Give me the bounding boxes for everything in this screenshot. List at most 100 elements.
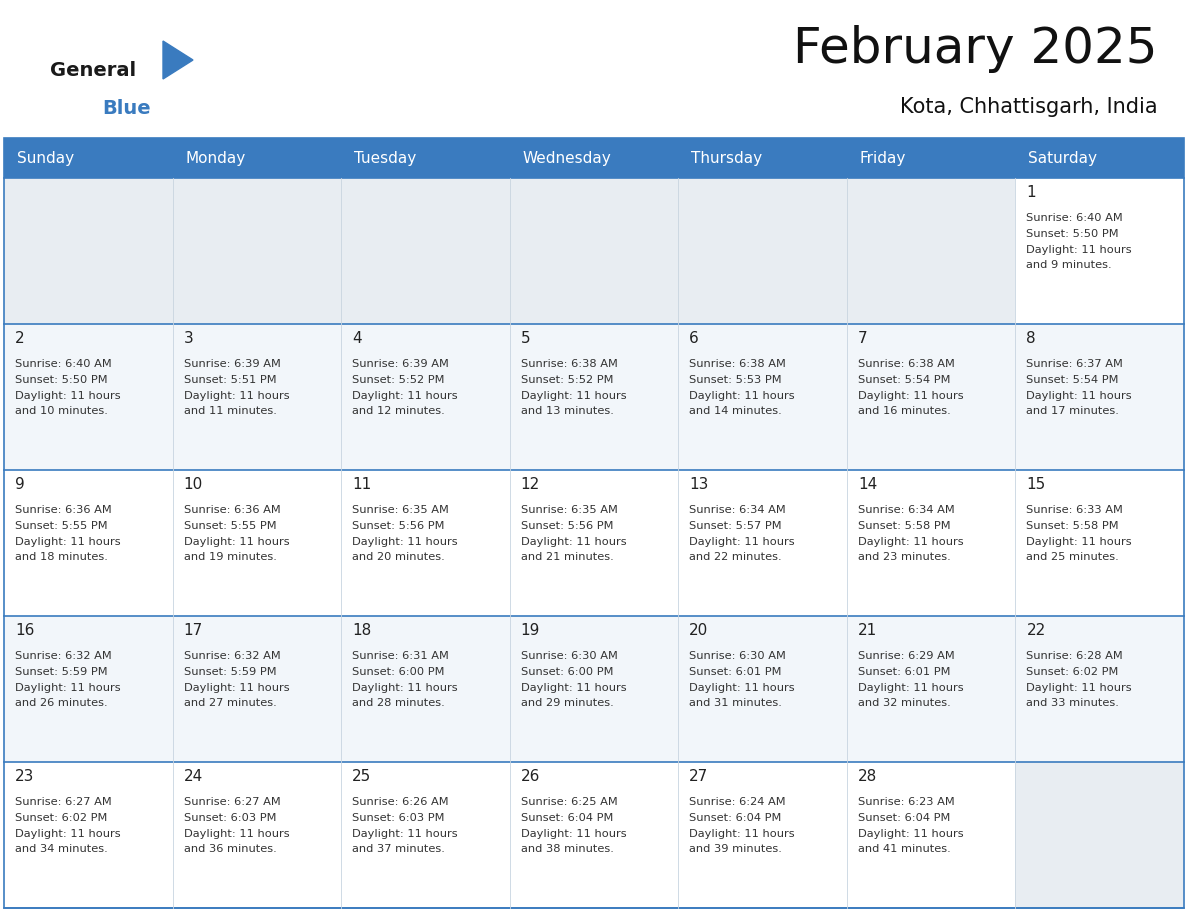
Bar	[4, 178, 172, 324]
Text: 10: 10	[184, 477, 203, 492]
Text: Daylight: 11 hours: Daylight: 11 hours	[1026, 244, 1132, 254]
Text: Sunday: Sunday	[17, 151, 74, 165]
Text: 15: 15	[1026, 477, 1045, 492]
Text: Daylight: 11 hours: Daylight: 11 hours	[15, 390, 121, 400]
Text: 17: 17	[184, 623, 203, 638]
Text: Monday: Monday	[185, 151, 246, 165]
Text: Sunset: 6:04 PM: Sunset: 6:04 PM	[689, 812, 782, 823]
Text: Daylight: 11 hours: Daylight: 11 hours	[858, 537, 963, 546]
Text: 9: 9	[15, 477, 25, 492]
Text: Sunrise: 6:33 AM: Sunrise: 6:33 AM	[1026, 505, 1124, 515]
Bar	[341, 178, 510, 324]
Text: Kota, Chhattisgarh, India: Kota, Chhattisgarh, India	[901, 97, 1158, 117]
Text: and 19 minutes.: and 19 minutes.	[184, 553, 277, 563]
Text: Sunrise: 6:39 AM: Sunrise: 6:39 AM	[184, 359, 280, 369]
Text: Daylight: 11 hours: Daylight: 11 hours	[858, 829, 963, 839]
Text: 5: 5	[520, 331, 530, 346]
Bar	[1016, 178, 1184, 324]
Text: Daylight: 11 hours: Daylight: 11 hours	[858, 390, 963, 400]
Text: 4: 4	[352, 331, 362, 346]
Text: and 12 minutes.: and 12 minutes.	[352, 407, 444, 417]
Text: Sunrise: 6:38 AM: Sunrise: 6:38 AM	[858, 359, 955, 369]
Text: 28: 28	[858, 769, 877, 784]
Bar	[341, 470, 510, 616]
Bar	[4, 138, 172, 178]
Text: Sunrise: 6:28 AM: Sunrise: 6:28 AM	[1026, 651, 1123, 661]
Text: Sunset: 5:54 PM: Sunset: 5:54 PM	[1026, 375, 1119, 385]
Bar	[678, 762, 847, 908]
Text: Daylight: 11 hours: Daylight: 11 hours	[352, 537, 457, 546]
Text: Sunrise: 6:23 AM: Sunrise: 6:23 AM	[858, 797, 955, 807]
Text: 1: 1	[1026, 185, 1036, 200]
Text: 3: 3	[184, 331, 194, 346]
Text: Daylight: 11 hours: Daylight: 11 hours	[1026, 390, 1132, 400]
Bar	[510, 762, 678, 908]
Bar	[678, 616, 847, 762]
Bar	[678, 324, 847, 470]
Text: 21: 21	[858, 623, 877, 638]
Text: Sunrise: 6:27 AM: Sunrise: 6:27 AM	[184, 797, 280, 807]
Bar	[678, 138, 847, 178]
Text: Sunrise: 6:30 AM: Sunrise: 6:30 AM	[520, 651, 618, 661]
Polygon shape	[163, 41, 192, 79]
Text: Sunset: 6:02 PM: Sunset: 6:02 PM	[1026, 666, 1119, 677]
Text: 6: 6	[689, 331, 699, 346]
Bar	[1016, 138, 1184, 178]
Text: and 27 minutes.: and 27 minutes.	[184, 699, 277, 709]
Text: 11: 11	[352, 477, 372, 492]
Text: Sunrise: 6:24 AM: Sunrise: 6:24 AM	[689, 797, 786, 807]
Text: Daylight: 11 hours: Daylight: 11 hours	[1026, 537, 1132, 546]
Text: Sunset: 5:55 PM: Sunset: 5:55 PM	[184, 521, 276, 531]
Text: Sunrise: 6:34 AM: Sunrise: 6:34 AM	[689, 505, 786, 515]
Bar	[172, 470, 341, 616]
Text: 12: 12	[520, 477, 541, 492]
Text: 18: 18	[352, 623, 372, 638]
Bar	[341, 616, 510, 762]
Text: Sunrise: 6:39 AM: Sunrise: 6:39 AM	[352, 359, 449, 369]
Text: Sunset: 5:52 PM: Sunset: 5:52 PM	[352, 375, 444, 385]
Text: Sunset: 6:02 PM: Sunset: 6:02 PM	[15, 812, 107, 823]
Text: Sunset: 6:03 PM: Sunset: 6:03 PM	[184, 812, 276, 823]
Text: and 17 minutes.: and 17 minutes.	[1026, 407, 1119, 417]
Text: 7: 7	[858, 331, 867, 346]
Bar	[1016, 470, 1184, 616]
Text: and 31 minutes.: and 31 minutes.	[689, 699, 782, 709]
Text: Sunrise: 6:36 AM: Sunrise: 6:36 AM	[15, 505, 112, 515]
Bar	[341, 762, 510, 908]
Text: Tuesday: Tuesday	[354, 151, 416, 165]
Text: 14: 14	[858, 477, 877, 492]
Text: Sunset: 5:56 PM: Sunset: 5:56 PM	[520, 521, 613, 531]
Text: Daylight: 11 hours: Daylight: 11 hours	[15, 829, 121, 839]
Text: Daylight: 11 hours: Daylight: 11 hours	[352, 390, 457, 400]
Text: Sunset: 5:50 PM: Sunset: 5:50 PM	[15, 375, 108, 385]
Bar	[4, 470, 172, 616]
Text: and 33 minutes.: and 33 minutes.	[1026, 699, 1119, 709]
Text: Blue: Blue	[102, 99, 151, 118]
Text: General: General	[50, 61, 137, 80]
Text: Daylight: 11 hours: Daylight: 11 hours	[689, 537, 795, 546]
Text: and 32 minutes.: and 32 minutes.	[858, 699, 950, 709]
Text: Daylight: 11 hours: Daylight: 11 hours	[689, 390, 795, 400]
Text: 8: 8	[1026, 331, 1036, 346]
Text: 27: 27	[689, 769, 708, 784]
Bar	[510, 138, 678, 178]
Text: Sunset: 6:00 PM: Sunset: 6:00 PM	[520, 666, 613, 677]
Bar	[1016, 616, 1184, 762]
Text: Daylight: 11 hours: Daylight: 11 hours	[689, 829, 795, 839]
Text: Wednesday: Wednesday	[523, 151, 612, 165]
Text: 16: 16	[15, 623, 34, 638]
Text: Sunrise: 6:32 AM: Sunrise: 6:32 AM	[15, 651, 112, 661]
Text: and 21 minutes.: and 21 minutes.	[520, 553, 613, 563]
Text: and 36 minutes.: and 36 minutes.	[184, 845, 277, 855]
Text: Sunrise: 6:25 AM: Sunrise: 6:25 AM	[520, 797, 618, 807]
Text: Daylight: 11 hours: Daylight: 11 hours	[858, 683, 963, 692]
Bar	[341, 138, 510, 178]
Bar	[678, 470, 847, 616]
Bar	[847, 178, 1016, 324]
Bar	[341, 324, 510, 470]
Text: 25: 25	[352, 769, 372, 784]
Text: 2: 2	[15, 331, 25, 346]
Text: Sunrise: 6:35 AM: Sunrise: 6:35 AM	[352, 505, 449, 515]
Bar	[4, 616, 172, 762]
Text: 19: 19	[520, 623, 541, 638]
